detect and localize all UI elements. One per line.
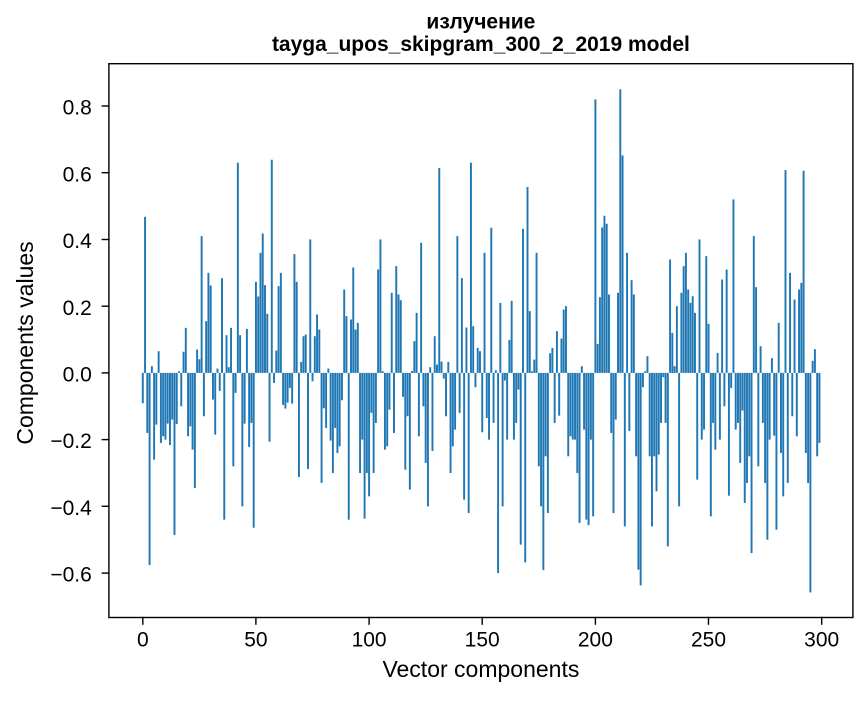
svg-text:Vector components: Vector components <box>382 656 579 682</box>
svg-text:−0.6: −0.6 <box>50 564 91 587</box>
svg-text:Components values: Components values <box>12 241 38 444</box>
svg-text:0: 0 <box>137 629 149 652</box>
svg-text:−0.2: −0.2 <box>50 430 91 453</box>
svg-text:0.8: 0.8 <box>63 97 92 120</box>
svg-text:0.2: 0.2 <box>63 297 92 320</box>
svg-text:−0.4: −0.4 <box>50 497 92 520</box>
svg-text:0.4: 0.4 <box>63 230 93 253</box>
svg-text:tayga_upos_skipgram_300_2_2019: tayga_upos_skipgram_300_2_2019 model <box>272 33 690 56</box>
svg-text:50: 50 <box>244 629 267 652</box>
svg-text:0.0: 0.0 <box>63 364 92 387</box>
svg-text:200: 200 <box>578 629 613 652</box>
svg-text:излучение: излучение <box>426 11 535 34</box>
svg-text:100: 100 <box>352 629 387 652</box>
svg-text:300: 300 <box>804 629 839 652</box>
svg-text:250: 250 <box>691 629 726 652</box>
svg-text:0.6: 0.6 <box>63 163 92 186</box>
svg-text:150: 150 <box>465 629 500 652</box>
